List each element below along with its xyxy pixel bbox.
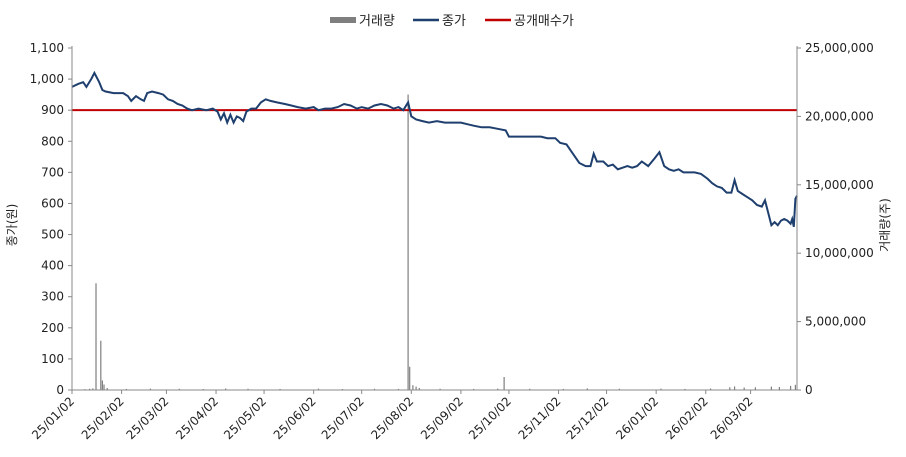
volume-bar [529,388,531,390]
volume-bars [84,94,796,391]
x-tick-label: 25/07/02 [319,394,367,442]
volume-bar [660,388,662,390]
y2-tick-label: 0 [805,383,813,397]
volume-bar [95,283,97,390]
y-tick-label: 700 [41,165,64,179]
y-axis-title-right: 거래량(주) [878,198,892,252]
volume-bar [106,387,108,390]
x-tick-label: 26/03/02 [708,394,756,442]
y-tick-label: 1,100 [30,41,64,55]
volume-bar [125,388,128,390]
volume-bar [317,388,320,390]
volume-bar [101,380,104,390]
volume-bar [709,388,712,390]
volume-bar [409,366,411,390]
axes [71,46,798,391]
y-tick-label: 300 [41,290,64,304]
close-price-line [71,70,798,228]
volume-bar [789,385,792,390]
y2-tick-label: 15,000,000 [805,178,874,192]
y-axis-ticks-left: 0 100 200 300 400 500 600 700 800 900 1,000 1,100 [30,41,72,397]
volume-bar [149,388,152,390]
x-tick-label: 25/04/02 [173,394,221,442]
volume-bar [794,384,796,390]
volume-bar [279,388,281,390]
volume-bar [103,384,105,390]
x-tick-label: 25/08/02 [368,394,416,442]
y-tick-label: 900 [41,103,64,117]
y2-tick-label: 10,000,000 [805,246,874,260]
volume-bar [503,377,505,390]
legend-label-close: 종가 [442,14,466,29]
legend: 거래량 종가 공개매수가 [330,14,574,29]
volume-bar [439,388,441,390]
y-tick-label: 200 [41,321,64,335]
volume-bar [247,388,249,390]
volume-bar [743,387,745,390]
volume-bar [418,387,420,390]
x-tick-label: 26/02/02 [663,394,711,442]
x-tick-label: 25/10/02 [466,394,514,442]
volume-bar [778,386,780,390]
legend-label-volume: 거래량 [359,14,395,29]
volume-bar [473,388,475,390]
volume-bar [407,94,409,391]
volume-bar [733,386,736,390]
y-tick-label: 800 [41,134,64,148]
x-tick-label: 25/01/02 [29,394,77,442]
volume-bar [770,386,772,390]
x-tick-label: 25/09/02 [418,394,466,442]
volume-bar [618,388,620,390]
y-tick-label: 600 [41,196,64,210]
x-tick-label: 25/03/02 [124,394,172,442]
x-tick-label: 25/12/02 [564,394,612,442]
volume-bar [415,386,417,390]
x-tick-label: 26/01/02 [613,394,661,442]
legend-label-tender-price: 공개매수가 [514,14,574,29]
x-tick-label: 25/06/02 [271,394,319,442]
volume-bar [754,387,756,390]
x-tick-label: 25/02/02 [79,394,127,442]
volume-bar [586,388,588,390]
y2-tick-label: 20,000,000 [805,109,874,123]
y-axis-ticks-right: 0 5,000,000 10,000,000 15,000,000 20,000,000… [797,41,874,397]
y-tick-label: 400 [41,259,64,273]
y-tick-label: 1,000 [30,72,64,86]
y-axis-title-left: 종가(원) [5,204,19,246]
y2-tick-label: 5,000,000 [805,315,866,329]
x-tick-label: 25/05/02 [221,394,269,442]
y2-tick-label: 25,000,000 [805,41,874,55]
volume-bar [497,388,499,390]
volume-bar [178,388,180,390]
volume-bar [397,388,400,390]
y-tick-label: 100 [41,352,64,366]
volume-bar [412,385,414,390]
x-tick-label: 25/11/02 [516,394,564,442]
y-tick-label: 0 [56,383,64,397]
y-tick-label: 500 [41,228,64,242]
volume-bar [100,340,102,390]
volume-bar [225,388,227,390]
volume-bar [562,388,564,390]
volume-bar [92,388,94,390]
legend-swatch-volume [330,17,356,23]
volume-bar [684,388,686,390]
volume-bar [373,388,376,390]
volume-bar [729,387,731,390]
volume-bar [89,388,91,390]
